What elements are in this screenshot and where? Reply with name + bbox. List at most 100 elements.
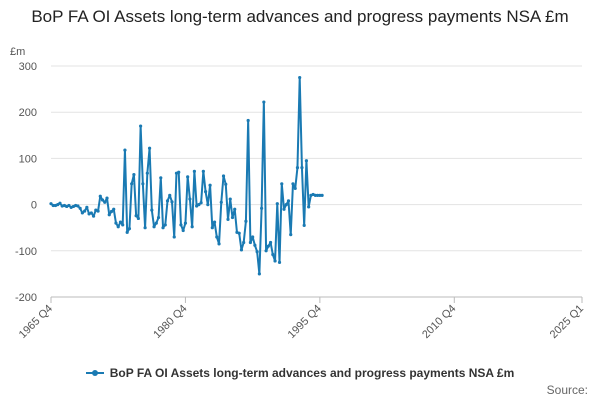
data-point <box>284 203 288 207</box>
data-point <box>179 223 183 227</box>
data-point <box>266 244 270 248</box>
data-point <box>280 182 284 186</box>
data-point <box>210 226 214 230</box>
data-point <box>168 193 172 197</box>
data-point <box>83 209 87 213</box>
data-point <box>282 207 286 211</box>
data-point <box>145 171 149 175</box>
data-point <box>183 221 188 225</box>
data-point <box>51 203 55 208</box>
data-point <box>203 190 208 194</box>
data-point <box>170 200 174 204</box>
data-point <box>277 260 282 264</box>
data-point <box>80 211 84 215</box>
data-point <box>224 182 228 186</box>
data-point <box>251 235 255 239</box>
data-point <box>304 159 309 163</box>
data-point <box>192 169 196 173</box>
data-point <box>268 240 273 245</box>
data-point <box>91 214 96 218</box>
data-point <box>85 205 89 209</box>
data-point <box>116 225 120 229</box>
data-point <box>197 203 201 207</box>
data-point <box>96 209 100 213</box>
data-point <box>112 207 116 211</box>
data-point <box>143 226 147 230</box>
chart-title: BoP FA OI Assets long-term advances and … <box>31 7 569 26</box>
x-tick-label: 2010 Q4 <box>420 303 458 341</box>
x-tick-label: 1965 Q4 <box>17 303 55 341</box>
x-tick-label: 1995 Q4 <box>286 303 324 341</box>
data-point <box>165 199 170 203</box>
data-point <box>230 215 235 220</box>
y-tick-label: 300 <box>19 61 37 73</box>
data-point <box>118 220 123 224</box>
data-point <box>150 208 154 212</box>
data-point <box>298 75 302 80</box>
data-point <box>109 209 114 214</box>
data-point <box>121 223 125 227</box>
data-point <box>228 197 232 201</box>
data-point <box>98 194 102 198</box>
data-point <box>201 169 205 173</box>
legend[interactable]: BoP FA OI Assets long-term advances and … <box>0 366 600 380</box>
data-point <box>255 250 259 254</box>
data-point <box>147 146 152 150</box>
data-point <box>159 176 163 180</box>
data-point <box>123 148 127 152</box>
data-point <box>89 211 93 215</box>
series-line <box>50 76 323 275</box>
data-point <box>154 221 158 225</box>
data-point <box>105 196 109 200</box>
legend-marker-icon <box>91 370 98 376</box>
source-label: Source: <box>546 383 588 397</box>
data-point <box>295 166 300 170</box>
y-tick-label: -100 <box>15 246 37 258</box>
data-point <box>293 186 297 191</box>
data-point <box>246 118 250 123</box>
data-point <box>313 193 317 197</box>
data-point <box>49 202 53 206</box>
data-point <box>302 223 306 227</box>
data-point <box>264 249 268 253</box>
data-point <box>316 193 320 197</box>
data-point <box>215 235 219 239</box>
data-point <box>257 272 261 276</box>
data-point <box>181 228 185 233</box>
data-point <box>219 200 223 204</box>
x-tick-label: 1980 Q4 <box>151 303 189 341</box>
data-point <box>233 207 237 211</box>
data-point <box>58 201 62 205</box>
data-point <box>289 233 293 237</box>
y-tick-label: -200 <box>15 292 37 304</box>
data-point <box>172 235 176 239</box>
data-point <box>208 183 212 187</box>
data-point <box>76 204 80 208</box>
data-point <box>199 201 203 205</box>
data-point <box>273 259 277 263</box>
data-point <box>132 172 136 177</box>
data-point <box>67 203 71 208</box>
x-tick-label: 2025 Q1 <box>548 303 586 341</box>
data-point <box>127 227 132 231</box>
legend-swatch <box>85 370 104 376</box>
data-point <box>300 166 304 170</box>
data-point <box>226 217 230 221</box>
data-point <box>271 252 275 257</box>
data-point <box>156 215 161 220</box>
data-point <box>188 197 192 201</box>
data-point <box>275 202 279 206</box>
data-point <box>190 225 194 229</box>
data-point <box>103 200 107 204</box>
data-point <box>212 220 217 224</box>
data-point <box>163 223 167 227</box>
data-point <box>161 226 165 230</box>
data-point <box>152 225 156 229</box>
data-point <box>260 206 264 210</box>
data-point <box>134 214 138 218</box>
data-point <box>177 170 181 174</box>
y-tick-label: 100 <box>19 153 37 165</box>
data-point <box>217 242 221 246</box>
data-point <box>237 231 241 235</box>
